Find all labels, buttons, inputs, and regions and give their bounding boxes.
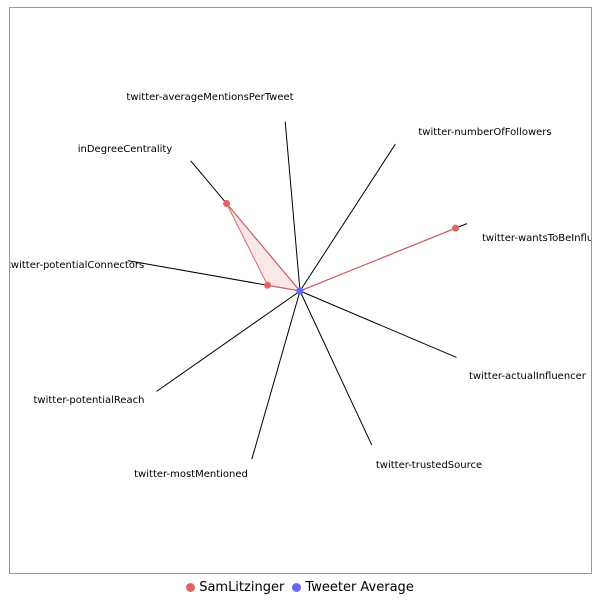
- axis-line-twitter-averagementionspertweet: [284, 121, 301, 292]
- axis-line-twitter-numberoffollowers: [299, 143, 396, 292]
- data-point-samlitzinger-twitter-potentialconnectors[interactable]: [264, 281, 272, 289]
- series-line-samlitzinger: [226, 203, 456, 292]
- data-point-samlitzinger-indegreecentrality[interactable]: [223, 200, 231, 207]
- axis-label-twitter-averagementionspertweet: twitter-averageMentionsPerTweet: [126, 92, 293, 103]
- axis-line-twitter-trustedsource: [299, 290, 373, 446]
- axis-label-twitter-potentialconnectors: twitter-potentialConnectors: [10, 260, 144, 271]
- chart-frame: twitter-averageMentionsPerTweet twitter-n…: [9, 7, 592, 574]
- series-lines: [226, 203, 456, 292]
- axis-label-twitter-trustedsource: twitter-trustedSource: [376, 460, 482, 471]
- series-area-samlitzinger: [226, 203, 456, 291]
- axis-line-twitter-potentialreach: [156, 290, 301, 392]
- data-point-tweeter-average-indegreecentrality[interactable]: [296, 287, 304, 295]
- radar-chart: twitter-averageMentionsPerTweet twitter-n…: [10, 92, 592, 480]
- data-point-samlitzinger-twitter-wantstobeinfluenced[interactable]: [452, 224, 460, 232]
- legend-item-tweeter-average[interactable]: Tweeter Average: [292, 580, 414, 595]
- legend: SamLitzinger Tweeter Average: [0, 580, 600, 596]
- axis-labels: twitter-averageMentionsPerTweet twitter-n…: [10, 92, 592, 480]
- axis-label-twitter-wantstobeinfluenced: twitter-wantsToBeInfluenced: [482, 233, 592, 244]
- axis-label-twitter-numberoffollowers: twitter-numberOfFollowers: [418, 127, 551, 138]
- series-points: [223, 200, 460, 295]
- legend-label-tweeter-average: Tweeter Average: [305, 580, 414, 595]
- axis-label-twitter-mostmentioned: twitter-mostMentioned: [134, 469, 248, 480]
- axis-label-indegreecentrality: inDegreeCentrality: [78, 144, 173, 155]
- series-areas: [226, 203, 456, 291]
- legend-marker-samlitzinger: [186, 583, 196, 592]
- legend-label-samlitzinger: SamLitzinger: [199, 580, 285, 595]
- axis-line-twitter-mostmentioned: [251, 290, 301, 460]
- legend-marker-tweeter-average: [292, 583, 302, 592]
- axis-label-twitter-potentialreach: twitter-potentialReach: [33, 395, 144, 406]
- axis-label-twitter-actualinfluencer: twitter-actualInfluencer: [469, 371, 587, 382]
- legend-item-samlitzinger[interactable]: SamLitzinger: [186, 580, 284, 595]
- axis-line-twitter-actualinfluencer: [299, 290, 457, 358]
